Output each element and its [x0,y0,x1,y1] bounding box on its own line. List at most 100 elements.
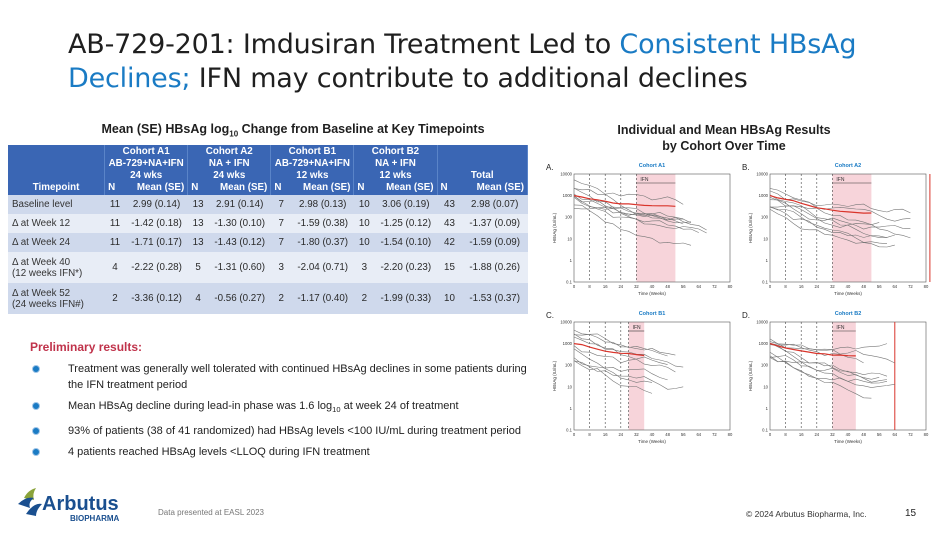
individual-line [769,355,895,388]
mean-se-cell: -1.42 (0.18) [125,214,188,233]
n-header: N [357,182,365,193]
timepoint-label: Δ at Week 24 [12,237,71,248]
n-cell: 3 [353,252,375,283]
hbsag-change-table: Timepoint Cohort A1 AB-729+NA+IFN 24 wks N Me… [8,145,528,314]
plot-frame [573,321,731,431]
x-tick-label: 64 [892,284,897,289]
x-axis-label: Time (Weeks) [834,439,862,444]
mean-se-cell: -1.71 (0.17) [125,233,188,252]
timepoint-label: Δ at Week 52 [12,287,71,299]
n-cell: 10 [353,214,375,233]
x-tick-label: 48 [665,432,670,437]
n-cell: 10 [353,233,375,252]
timepoint-cell: Δ at Week 24 [8,233,105,252]
slide-title: AB-729-201: Imdusiran Treatment Led to C… [68,28,888,96]
table-row: Δ at Week 52 (24 weeks IFN#) 2 -3.36 (0.12)… [8,283,528,314]
x-tick-label: 24 [814,432,819,437]
mean-se-cell: 2.91 (0.14) [208,195,271,214]
figure-title: Individual and Mean HBsAg Results by Coh… [606,122,842,154]
figure-title-line-1: Individual and Mean HBsAg Results [617,123,831,137]
logo-subtitle: BIOPHARMA [70,514,120,523]
individual-line [769,344,880,380]
cohort-title: Cohort A1 [639,163,665,169]
y-tick-label: 100 [565,363,573,368]
y-tick-label: 10000 [560,172,572,177]
cohort-header-line: Cohort B1 [288,146,337,157]
mean-se-cell: -1.99 (0.33) [374,283,437,314]
x-tick-label: 56 [681,432,686,437]
x-axis-label: Time (Weeks) [834,291,862,296]
x-tick-label: 24 [618,432,623,437]
cohort-title: Cohort A2 [835,163,861,169]
ifn-period-band [832,174,872,282]
y-tick-label: 1000 [759,341,769,346]
result-text-2-end: at week 24 of treatment [340,400,459,412]
cohort-header-line: Cohort A1 [122,146,170,157]
x-tick-label: 80 [728,284,733,289]
mean-se-cell: 2.98 (0.13) [291,195,354,214]
timepoint-cell: Δ at Week 40 (12 weeks IFN*) [8,252,105,283]
y-axis-label: HBsAg (IU/mL) [748,360,753,391]
individual-line [769,199,911,230]
table-heading-subscript: 10 [229,129,239,139]
individual-line [769,188,911,222]
cohort-header-line: AB-729+NA+IFN [274,158,350,169]
plot-frame [573,173,731,283]
title-highlight: Consistent HBsAg Declines; [68,29,857,94]
table-row: Δ at Week 24 11 -1.71 (0.17) 13 -1.43 (0.12)… [8,233,528,252]
panel-letter: B. [742,163,750,172]
n-cell: 10 [437,283,462,314]
individual-line [769,206,888,244]
y-tick-label: 0.1 [762,428,768,433]
timepoint-sublabel: (24 weeks IFN#) [12,298,84,310]
cohort-header-line: 12 wks [379,170,412,181]
logo-wordmark: Arbutus [42,493,119,515]
n-cell: 4 [104,252,126,283]
cohort-header-line: 12 wks [296,170,329,181]
n-cell: 15 [437,252,462,283]
x-tick-label: 56 [681,284,686,289]
ifn-label: IFN [836,177,844,183]
timepoint-cell: Δ at Week 52 (24 weeks IFN#) [8,283,105,314]
x-tick-label: 32 [830,432,835,437]
x-tick-label: 16 [603,284,608,289]
y-tick-label: 10 [763,384,768,389]
x-tick-label: 72 [908,432,913,437]
y-tick-label: 10000 [756,172,768,177]
y-tick-label: 100 [761,215,769,220]
individual-line [573,197,684,225]
title-suffix: IFN may contribute to additional decline… [190,63,748,94]
x-tick-label: 56 [877,432,882,437]
mean-header: Mean (SE) [476,182,524,193]
individual-line [769,190,911,214]
plot-frame [769,173,927,283]
mean-se-cell: -1.53 (0.37) [461,283,528,314]
x-tick-label: 48 [861,284,866,289]
cohort-header-line: 24 wks [130,170,163,181]
n-header: N [191,182,199,193]
cohort-header: Cohort B2 NA + IFN 12 wks N Mean (SE) [353,145,438,195]
table-row: Δ at Week 40 (12 weeks IFN*) 4 -2.22 (0.28)… [8,252,528,283]
x-tick-label: 16 [799,284,804,289]
y-tick-label: 0.1 [566,280,572,285]
individual-line [573,179,684,205]
mean-header: Mean (SE) [136,182,185,193]
x-tick-label: 40 [650,432,655,437]
result-text-4: 4 patients reached HBsAg levels <LLOQ du… [68,446,370,459]
mean-se-cell: 3.06 (0.19) [374,195,437,214]
x-tick-label: 64 [892,432,897,437]
cohort-b1-chart: IFN 10000 1000 100 10 1 0.10 8 16 24 32 40 48 56 64 72 8… [546,311,733,444]
mean-se-cell: -0.56 (0.27) [208,283,271,314]
individual-line [573,360,684,390]
bullet-dot-icon [32,427,40,436]
cohort-header: Cohort A1 AB-729+NA+IFN 24 wks N Mean (SE) [104,145,189,195]
x-tick-label: 72 [712,284,717,289]
x-tick-label: 32 [830,284,835,289]
mean-header: Mean (SE) [303,182,351,193]
x-tick-label: 16 [603,432,608,437]
individual-line [769,342,864,364]
mean-se-cell: -1.80 (0.37) [291,233,354,252]
individual-line [573,360,653,394]
y-tick-label: 0.1 [566,428,572,433]
footnote: Data presented at EASL 2023 [158,508,264,517]
